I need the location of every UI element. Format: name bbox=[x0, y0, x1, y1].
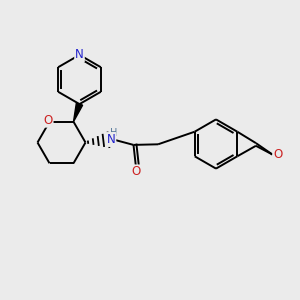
Text: O: O bbox=[44, 114, 52, 127]
Text: N: N bbox=[75, 48, 84, 62]
Text: N: N bbox=[106, 133, 116, 146]
Polygon shape bbox=[74, 103, 82, 122]
Text: H: H bbox=[110, 128, 117, 138]
Text: O: O bbox=[131, 165, 140, 178]
Text: O: O bbox=[273, 148, 282, 161]
